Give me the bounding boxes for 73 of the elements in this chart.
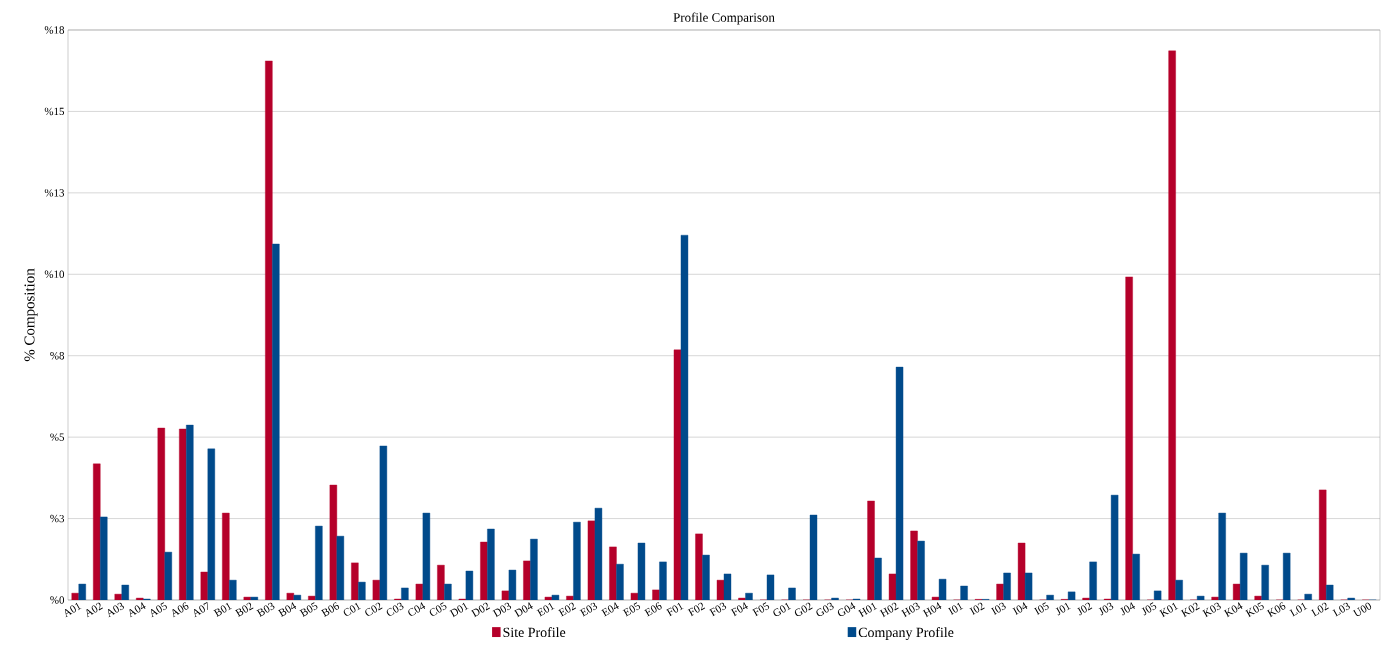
x-tick-label: B02 bbox=[234, 602, 254, 617]
x-tick-label: J03 bbox=[1098, 602, 1114, 616]
x-tick-label: B06 bbox=[320, 602, 340, 617]
y-tick-label: %15 bbox=[44, 107, 65, 116]
x-tick-label: K06 bbox=[1266, 602, 1286, 618]
x-tick-label: A02 bbox=[86, 602, 103, 618]
y-tick-label: %5 bbox=[50, 433, 65, 441]
x-tick-label: J04 bbox=[1120, 602, 1135, 616]
x-tick-label: I04 bbox=[1012, 602, 1028, 616]
x-tick-label: I05 bbox=[1033, 602, 1049, 616]
y-tick-label: %0 bbox=[50, 596, 65, 604]
x-tick-label: U00 bbox=[1352, 602, 1372, 617]
x-tick-label: F02 bbox=[687, 602, 706, 617]
x-tick-label: H04 bbox=[922, 602, 942, 618]
x-tick-label: D04 bbox=[513, 602, 533, 618]
y-tick-label: %18 bbox=[44, 26, 65, 34]
x-tick-label: H02 bbox=[879, 602, 899, 618]
x-tick-label: J01 bbox=[1055, 602, 1071, 616]
x-tick-label: A06 bbox=[172, 602, 189, 618]
x-tick-label: E06 bbox=[644, 602, 662, 617]
x-tick-label: G04 bbox=[837, 602, 856, 617]
x-tick-label: F01 bbox=[666, 602, 684, 617]
x-tick-label: E02 bbox=[558, 602, 577, 617]
x-tick-label: B01 bbox=[213, 602, 232, 617]
x-tick-label: E05 bbox=[622, 602, 641, 617]
x-tick-label: C02 bbox=[365, 602, 383, 616]
x-tick-label: G03 bbox=[816, 602, 834, 617]
x-tick-label: A04 bbox=[129, 602, 146, 618]
y-axis-title: % Composition bbox=[24, 268, 38, 362]
chart-title: Profile Comparison bbox=[673, 12, 775, 25]
x-tick-label: H01 bbox=[858, 602, 878, 618]
x-tick-label: C04 bbox=[408, 602, 426, 616]
x-tick-label: J05 bbox=[1141, 602, 1157, 616]
x-tick-label: A03 bbox=[107, 602, 124, 618]
x-tick-label: D02 bbox=[470, 602, 491, 618]
x-tick-label: C05 bbox=[429, 602, 447, 616]
x-tick-label: A01 bbox=[64, 602, 82, 618]
legend-label: Site Profile bbox=[503, 627, 566, 638]
y-tick-label: %10 bbox=[44, 270, 65, 278]
x-tick-label: L02 bbox=[1310, 602, 1329, 617]
x-tick-label: A07 bbox=[193, 601, 208, 618]
x-tick-label: K05 bbox=[1245, 602, 1264, 618]
x-tick-label: E03 bbox=[579, 602, 598, 617]
x-tick-label: D03 bbox=[492, 602, 512, 618]
x-tick-label: C01 bbox=[343, 602, 361, 616]
x-tick-label: F04 bbox=[730, 602, 748, 617]
legend-label: Company Profile bbox=[858, 627, 954, 640]
x-tick-label: L03 bbox=[1332, 602, 1350, 617]
x-tick-label: B03 bbox=[256, 602, 275, 617]
x-tick-label: K04 bbox=[1223, 602, 1243, 618]
x-tick-label: A05 bbox=[150, 602, 167, 618]
x-tick-label: I03 bbox=[990, 602, 1006, 616]
x-tick-label: G02 bbox=[794, 602, 813, 617]
x-tick-label: C03 bbox=[386, 602, 404, 616]
x-tick-label: D01 bbox=[449, 602, 469, 618]
x-tick-label: K02 bbox=[1180, 602, 1200, 618]
y-tick-label: %3 bbox=[50, 514, 65, 523]
x-tick-label: I01 bbox=[947, 602, 964, 616]
x-tick-label: E01 bbox=[536, 602, 555, 617]
x-tick-label: E04 bbox=[601, 602, 619, 617]
x-tick-label: I02 bbox=[969, 602, 985, 616]
x-tick-label: F03 bbox=[709, 602, 727, 617]
x-tick-label: J02 bbox=[1077, 602, 1093, 616]
x-tick-label: B04 bbox=[277, 602, 297, 617]
x-tick-label: G01 bbox=[773, 602, 792, 617]
x-tick-label: H03 bbox=[901, 602, 920, 618]
y-tick-label: %8 bbox=[50, 352, 65, 360]
x-tick-label: B05 bbox=[299, 602, 318, 617]
x-tick-label: K03 bbox=[1202, 602, 1221, 618]
y-tick-label: %13 bbox=[44, 189, 65, 197]
x-tick-label: F05 bbox=[752, 602, 770, 617]
x-tick-label: K01 bbox=[1159, 602, 1179, 618]
x-tick-label: L01 bbox=[1289, 602, 1308, 617]
